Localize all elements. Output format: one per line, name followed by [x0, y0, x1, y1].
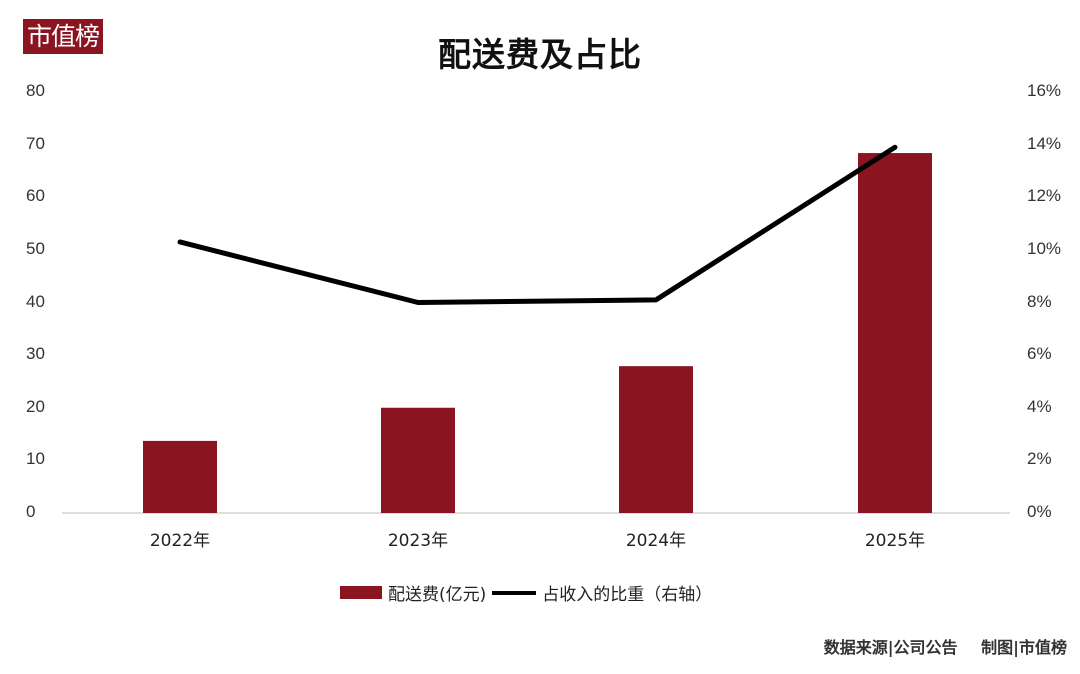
- right-tick-label: 2%: [1027, 449, 1052, 469]
- left-tick-label: 80: [26, 81, 45, 100]
- ratio-line: [177, 144, 898, 305]
- right-tick-label: 0%: [1027, 502, 1052, 521]
- right-tick-label: 6%: [1027, 344, 1052, 364]
- source-note: 数据来源|公司公告: [823, 638, 958, 657]
- brand-logo: 市值榜: [23, 19, 103, 54]
- right-tick-label: 12%: [1027, 186, 1062, 206]
- chart-title: 配送费及占比: [438, 35, 642, 74]
- right-tick-label: 10%: [1027, 238, 1062, 258]
- left-tick-label: 50: [26, 238, 45, 258]
- credit-note: 制图|市值榜: [981, 638, 1067, 657]
- left-tick-label: 0: [26, 502, 36, 521]
- bar: [619, 366, 693, 513]
- bar-series: [143, 153, 932, 514]
- left-tick-label: 10: [26, 449, 45, 469]
- right-tick-label: 16%: [1027, 81, 1062, 100]
- x-tick-label: 2023年: [387, 531, 449, 551]
- left-tick-label: 20: [26, 396, 45, 416]
- x-tick-label: 2025年: [864, 531, 926, 551]
- footer: 数据来源|公司公告 制图|市值榜: [806, 634, 1067, 658]
- right-tick-label: 4%: [1027, 396, 1052, 416]
- legend-bar-swatch: [340, 586, 382, 599]
- x-tick-label: 2022年: [149, 531, 211, 551]
- right-tick-label: 8%: [1027, 291, 1052, 311]
- x-tick-label: 2024年: [625, 531, 687, 551]
- bar: [381, 407, 455, 513]
- bar: [143, 440, 217, 513]
- left-tick-label: 60: [26, 186, 45, 206]
- left-tick-label: 30: [26, 344, 45, 364]
- legend-line-swatch: [492, 590, 537, 595]
- right-tick-label: 14%: [1027, 133, 1062, 153]
- legend-line-label: 占收入的比重（右轴）: [542, 585, 713, 605]
- left-tick-label: 70: [26, 133, 45, 153]
- legend: 配送费(亿元) 占收入的比重（右轴）: [340, 580, 712, 605]
- bar: [858, 153, 932, 514]
- legend-bar-label: 配送费(亿元): [388, 585, 487, 605]
- left-tick-label: 40: [26, 291, 45, 311]
